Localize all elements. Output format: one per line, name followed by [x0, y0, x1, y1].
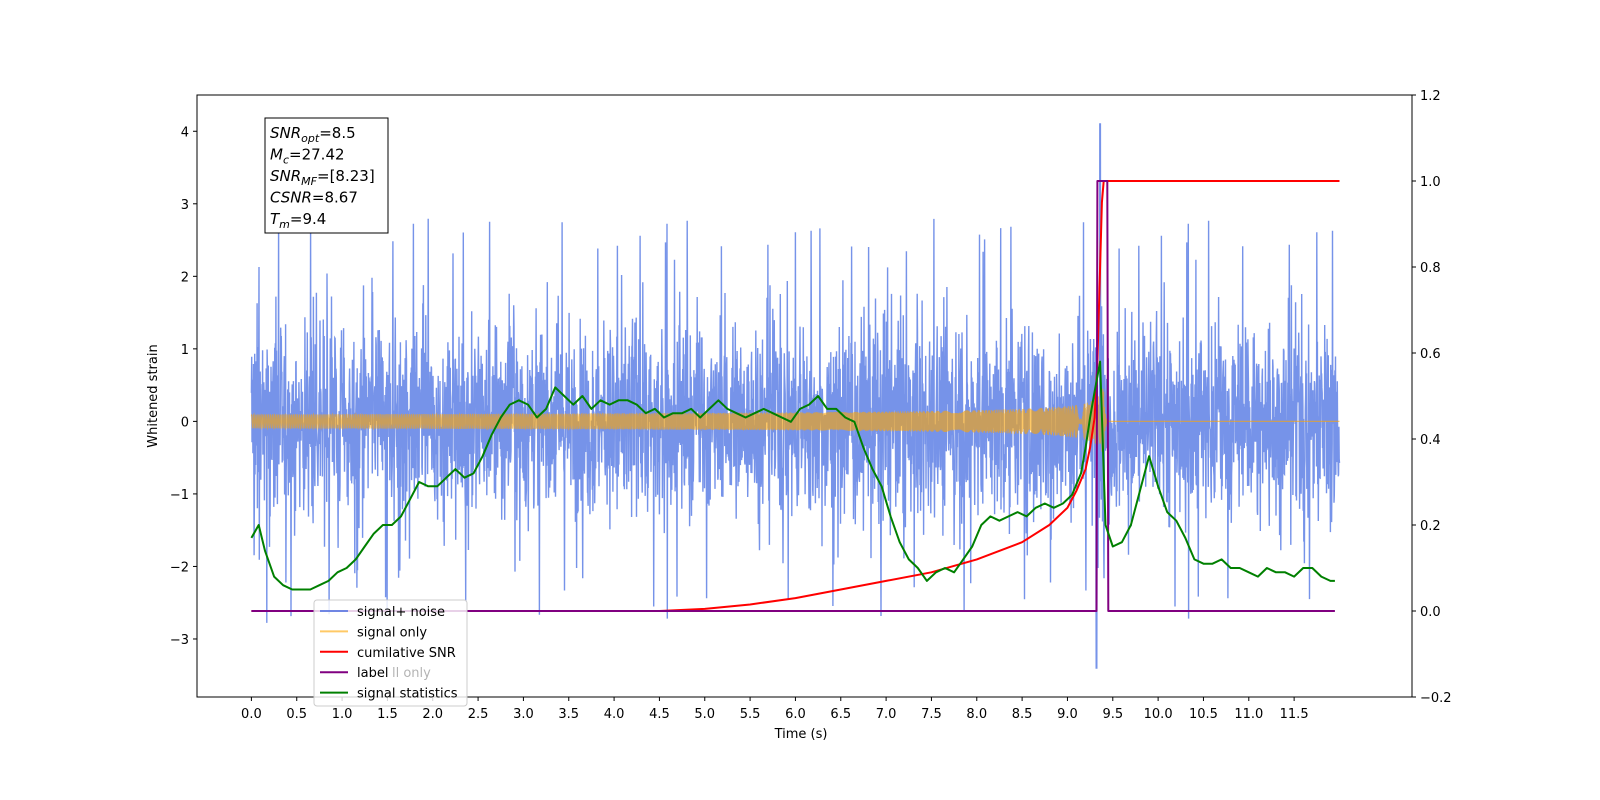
stats-line: Tm=9.4 [270, 210, 326, 231]
stats-value: =8.67 [312, 189, 358, 207]
x-tick-label: 4.0 [604, 707, 625, 722]
stats-value: =[8.23] [317, 167, 375, 185]
x-tick-label: 4.5 [649, 707, 670, 722]
legend-entry: signal+ noise [357, 605, 445, 620]
y-tick-label: −3 [170, 633, 189, 648]
x-tick-label: 3.5 [558, 707, 579, 722]
x-tick-label: 0.0 [241, 707, 262, 722]
series-signal-only [250, 388, 1340, 452]
stats-line: Mc=27.42 [270, 146, 345, 167]
stats-symbol: CSNR [270, 189, 312, 207]
y-right-tick-label: −0.2 [1420, 691, 1452, 706]
series-cumulative-snr [251, 180, 1340, 612]
series-signal-noise [250, 123, 1341, 669]
stats-value: =27.42 [289, 146, 345, 164]
x-tick-label: 5.0 [694, 707, 715, 722]
stats-line: SNRopt=8.5 [270, 124, 356, 145]
y-tick-label: −1 [170, 488, 189, 503]
series-label [251, 180, 1335, 612]
legend-entry: cumilative SNR [357, 646, 456, 661]
stats-subscript: m [279, 218, 290, 231]
y-right-tick-label: 1.0 [1420, 175, 1441, 190]
x-tick-label: 10.5 [1189, 707, 1218, 722]
legend-entry: signal only [357, 625, 427, 640]
x-tick-label: 7.0 [876, 707, 897, 722]
y-tick-label: 3 [181, 198, 189, 213]
legend: ll only signal+ noise signal only cumilativ… [313, 599, 468, 707]
y-right-tick-label: 1.2 [1420, 89, 1441, 104]
stats-box: SNRopt=8.5Mc=27.42SNRMF=[8.23]CSNR=8.67T… [264, 117, 389, 234]
x-tick-label: 2.5 [468, 707, 489, 722]
legend-ghost-text: ll only [392, 666, 431, 681]
x-tick-label: 5.5 [740, 707, 761, 722]
plot-frame [196, 94, 1413, 698]
x-tick-label: 10.0 [1144, 707, 1173, 722]
y-tick-label: 2 [181, 270, 189, 285]
stats-subscript: opt [301, 132, 320, 145]
y-tick-label: 4 [181, 125, 189, 140]
series-layer [250, 123, 1341, 669]
x-tick-label: 6.0 [785, 707, 806, 722]
x-tick-label: 0.5 [286, 707, 307, 722]
stats-subscript: c [283, 154, 289, 167]
stats-symbol: SNR [270, 167, 301, 185]
stats-symbol: M [270, 146, 283, 164]
y-axis-left: 4 3 2 1 0 −1 −2 −3 [170, 125, 197, 648]
x-tick-label: 3.0 [513, 707, 534, 722]
stats-value: =9.4 [290, 210, 326, 228]
stats-line: CSNR=8.67 [270, 189, 358, 207]
legend-entry: signal statistics [357, 687, 458, 702]
x-tick-label: 1.5 [377, 707, 398, 722]
y-right-tick-label: 0.8 [1420, 261, 1441, 276]
series-signal-statistics [250, 360, 1335, 591]
y-tick-label: 1 [181, 343, 189, 358]
x-axis: 0.0 0.5 1.0 1.5 2.0 2.5 3.0 3.5 4.0 4.5 5.0 5.5 6.0 6… [241, 697, 1309, 722]
y-axis-label: Whitened strain [146, 344, 161, 447]
x-tick-label: 11.5 [1280, 707, 1309, 722]
y-right-tick-label: 0.6 [1420, 347, 1441, 362]
x-tick-label: 9.5 [1102, 707, 1123, 722]
x-tick-label: 9.0 [1057, 707, 1078, 722]
x-tick-label: 8.0 [966, 707, 987, 722]
x-tick-label: 8.5 [1012, 707, 1033, 722]
legend-frame [313, 599, 468, 707]
y-axis-right: 1.2 1.0 0.8 0.6 0.4 0.2 0.0 −0.2 [1412, 89, 1452, 706]
stats-symbol: T [270, 210, 281, 228]
y-right-tick-label: 0.4 [1420, 433, 1441, 448]
x-tick-label: 6.5 [830, 707, 851, 722]
x-tick-label: 2.0 [422, 707, 443, 722]
stats-value: =8.5 [319, 124, 355, 142]
x-tick-label: 11.0 [1234, 707, 1263, 722]
stats-subscript: MF [301, 175, 317, 188]
x-axis-label: Time (s) [774, 727, 828, 742]
stats-line: SNRMF=[8.23] [270, 167, 375, 188]
y-tick-label: −2 [170, 560, 189, 575]
x-tick-label: 1.0 [332, 707, 353, 722]
x-tick-label: 7.5 [921, 707, 942, 722]
y-right-tick-label: 0.2 [1420, 519, 1441, 534]
y-tick-label: 0 [181, 415, 189, 430]
y-right-tick-label: 0.0 [1420, 605, 1441, 620]
stats-symbol: SNR [270, 124, 301, 142]
stats-box-frame [264, 117, 389, 234]
legend-entry: label [357, 666, 388, 681]
